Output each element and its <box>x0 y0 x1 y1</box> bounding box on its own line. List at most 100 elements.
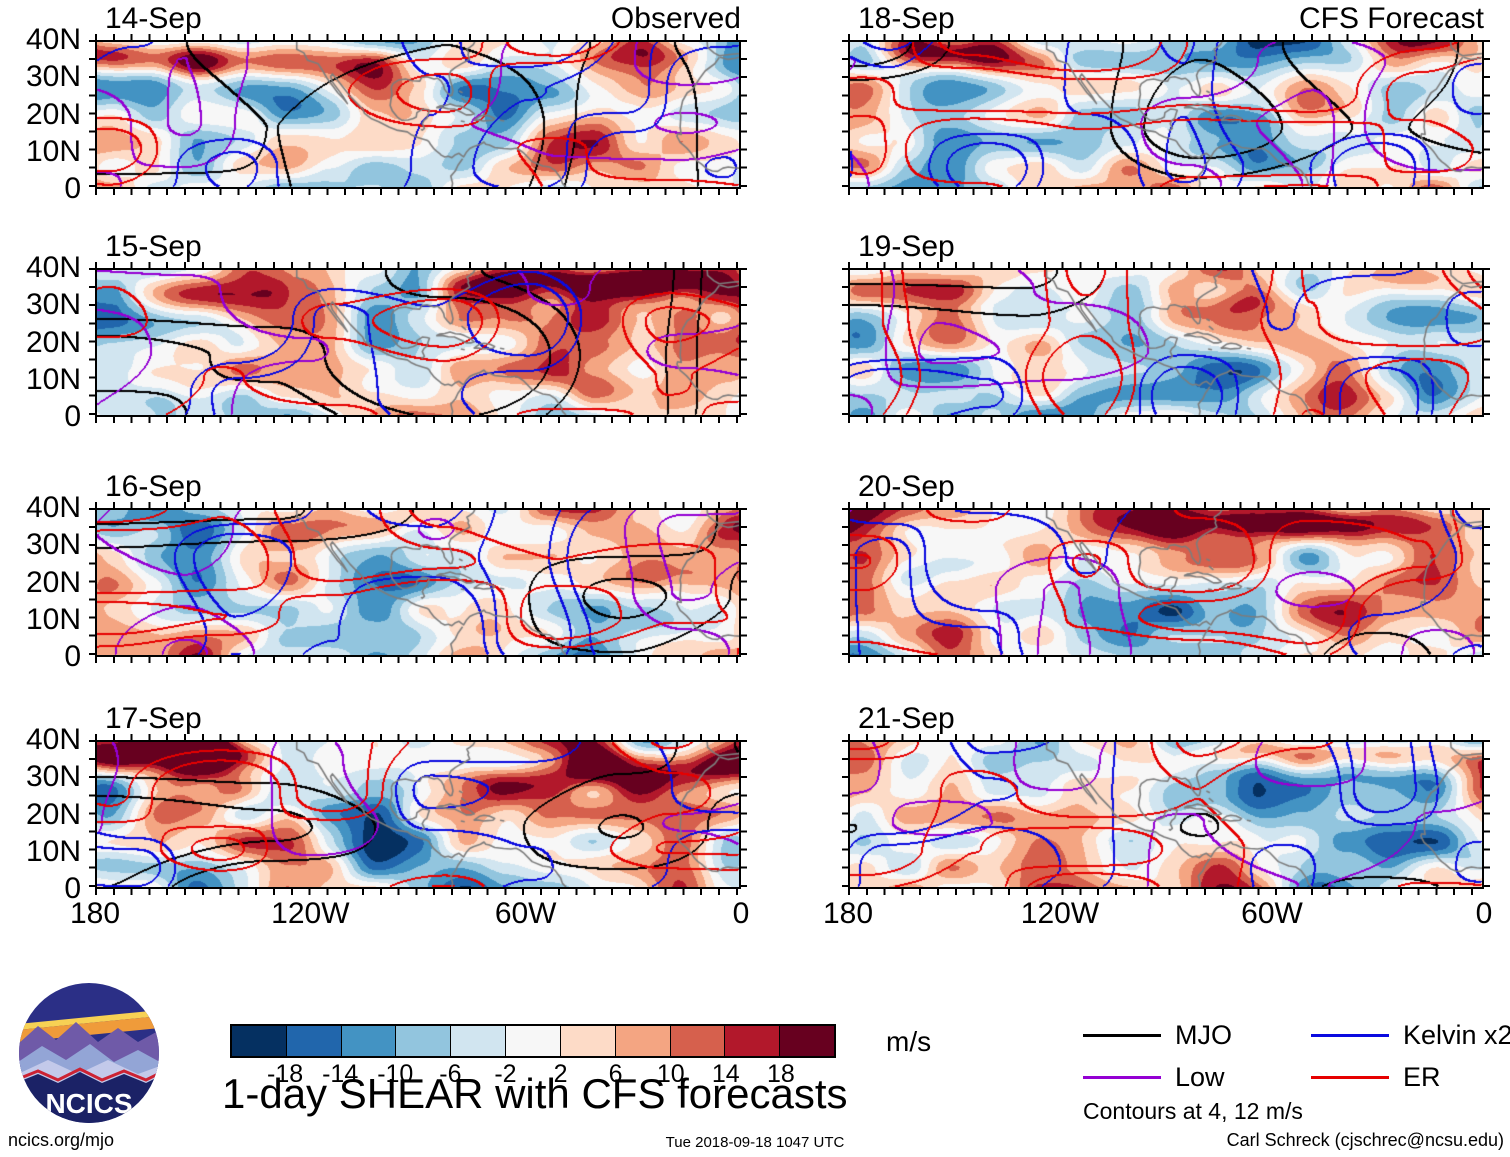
panel-observed-17sep: 17-Sep 40N 30N 20N 10N 0 <box>26 702 747 904</box>
x-tick-label: 180 <box>822 897 874 930</box>
axis-ticks-left <box>842 40 848 189</box>
axis-ticks-bottom <box>95 189 741 195</box>
shear-map-canvas <box>95 740 741 889</box>
colorbar-cell <box>232 1026 286 1056</box>
axis-ticks-bottom <box>848 189 1484 195</box>
shear-map-canvas <box>95 508 741 657</box>
legend-item-low: Low <box>1083 1061 1311 1092</box>
y-axis-tick-labels: 40N 30N 20N 10N 0 <box>0 25 81 204</box>
axis-ticks-left <box>842 508 848 657</box>
axis-ticks-bottom <box>848 657 1484 663</box>
legend-item-kelvin-x2: Kelvin x2 <box>1311 1021 1510 1049</box>
colorbar-cell <box>559 1026 615 1056</box>
axis-ticks-bottom <box>848 417 1484 423</box>
y-axis-tick-labels: 40N 30N 20N 10N 0 <box>0 725 81 904</box>
y-tick-label: 30N <box>25 760 81 794</box>
axis-ticks-top <box>848 34 1484 40</box>
axis-ticks-left <box>89 40 95 189</box>
colorbar-cell <box>505 1026 560 1056</box>
x-tick-label: 60W <box>494 897 557 930</box>
legend-line-swatch <box>1083 1033 1161 1037</box>
axis-ticks-top <box>848 262 1484 268</box>
panel-date-label: 14-Sep <box>105 2 202 35</box>
colorbar-tick-label: 6 <box>608 1060 623 1088</box>
shear-map-canvas <box>848 508 1484 657</box>
shear-map-canvas <box>848 40 1484 189</box>
y-tick-label: 10N <box>25 602 81 636</box>
axis-ticks-top <box>848 734 1484 740</box>
panel-observed-16sep: 16-Sep 40N 30N 20N 10N 0 <box>26 470 747 672</box>
x-axis-labels-observed: 180 120W 60W 0 <box>70 897 749 935</box>
y-tick-label: 40N <box>25 251 81 284</box>
legend-line-swatch <box>1311 1033 1389 1037</box>
panel-forecast-19sep: 19-Sep <box>842 230 1490 423</box>
x-tick-label: 120W <box>1020 897 1100 930</box>
axis-ticks-right <box>741 740 747 889</box>
y-tick-label: 20N <box>25 797 81 831</box>
footer-url: ncics.org/mjo <box>8 1130 115 1150</box>
axis-ticks-top <box>95 34 741 40</box>
panel-observed-15sep: 15-Sep 40N 30N 20N 10N 0 <box>26 230 747 432</box>
panel-date-label: 21-Sep <box>858 702 955 735</box>
x-tick-label: 60W <box>1241 897 1303 930</box>
colorbar <box>230 1024 836 1058</box>
colorbar-tick-label: 2 <box>553 1060 568 1088</box>
panel-observed-14sep: 14-Sep Observed 40N 30N 20N 10N 0 <box>26 2 747 204</box>
axis-ticks-left <box>89 740 95 889</box>
footer-credit: Carl Schreck (cjschrec@ncsu.edu) <box>1226 1130 1504 1150</box>
colorbar-tick-label: -10 <box>377 1060 414 1088</box>
y-tick-label: 40N <box>25 491 81 524</box>
colorbar-cell <box>669 1026 725 1056</box>
panel-date-label: 20-Sep <box>858 470 955 503</box>
column-title-observed: Observed <box>610 2 741 35</box>
y-tick-label: 20N <box>25 97 81 131</box>
axis-ticks-right <box>1484 740 1490 889</box>
axis-ticks-left <box>89 508 95 657</box>
colorbar-cell <box>724 1026 780 1056</box>
legend-label: ER <box>1403 1061 1441 1092</box>
y-tick-label: 0 <box>64 640 81 673</box>
colorbar-cell <box>395 1026 451 1056</box>
colorbar-tick-label: -18 <box>267 1060 304 1088</box>
axis-ticks-top <box>95 502 741 508</box>
shear-map-canvas <box>848 268 1484 417</box>
column-title-forecast: CFS Forecast <box>1298 2 1484 35</box>
legend-line-swatch <box>1311 1075 1389 1079</box>
axis-ticks-bottom <box>95 657 741 663</box>
colorbar-tick-label: 10 <box>656 1060 685 1088</box>
panel-date-label: 19-Sep <box>858 230 955 263</box>
y-tick-label: 30N <box>25 60 81 94</box>
x-tick-label: 0 <box>1475 897 1493 930</box>
axis-ticks-left <box>842 740 848 889</box>
panel-date-label: 17-Sep <box>105 702 202 735</box>
axis-ticks-right <box>1484 508 1490 657</box>
colorbar-tick-label: -2 <box>494 1060 517 1088</box>
y-tick-label: 10N <box>25 834 81 868</box>
y-tick-label: 40N <box>25 23 81 56</box>
shear-map-canvas <box>848 740 1484 889</box>
y-tick-label: 10N <box>25 362 81 396</box>
y-tick-label: 40N <box>25 723 81 756</box>
y-axis-tick-labels: 40N 30N 20N 10N 0 <box>0 493 81 672</box>
axis-ticks-right <box>1484 40 1490 189</box>
panel-forecast-21sep: 21-Sep <box>842 702 1490 895</box>
legend-item-mjo: MJO <box>1083 1021 1311 1049</box>
axis-ticks-right <box>741 508 747 657</box>
x-tick-label: 120W <box>271 897 350 930</box>
axis-ticks-bottom <box>848 889 1484 895</box>
colorbar-cell <box>450 1026 506 1056</box>
y-tick-label: 30N <box>25 288 81 322</box>
y-tick-label: 0 <box>64 872 81 905</box>
legend-item-er: ER <box>1311 1061 1510 1092</box>
colorbar-tick-label: -6 <box>439 1060 462 1088</box>
shear-map-canvas <box>95 40 741 189</box>
legend-label: Low <box>1175 1061 1225 1092</box>
axis-ticks-top <box>848 502 1484 508</box>
panel-date-label: 18-Sep <box>858 2 955 35</box>
axis-ticks-bottom <box>95 889 741 895</box>
colorbar-tick-labels: -18 -14 -10 -6 -2 2 6 10 14 18 <box>230 1062 836 1090</box>
colorbar-cell <box>340 1026 396 1056</box>
colorbar-units-label: m/s <box>886 1026 932 1057</box>
colorbar-tick-label: -14 <box>322 1060 359 1088</box>
